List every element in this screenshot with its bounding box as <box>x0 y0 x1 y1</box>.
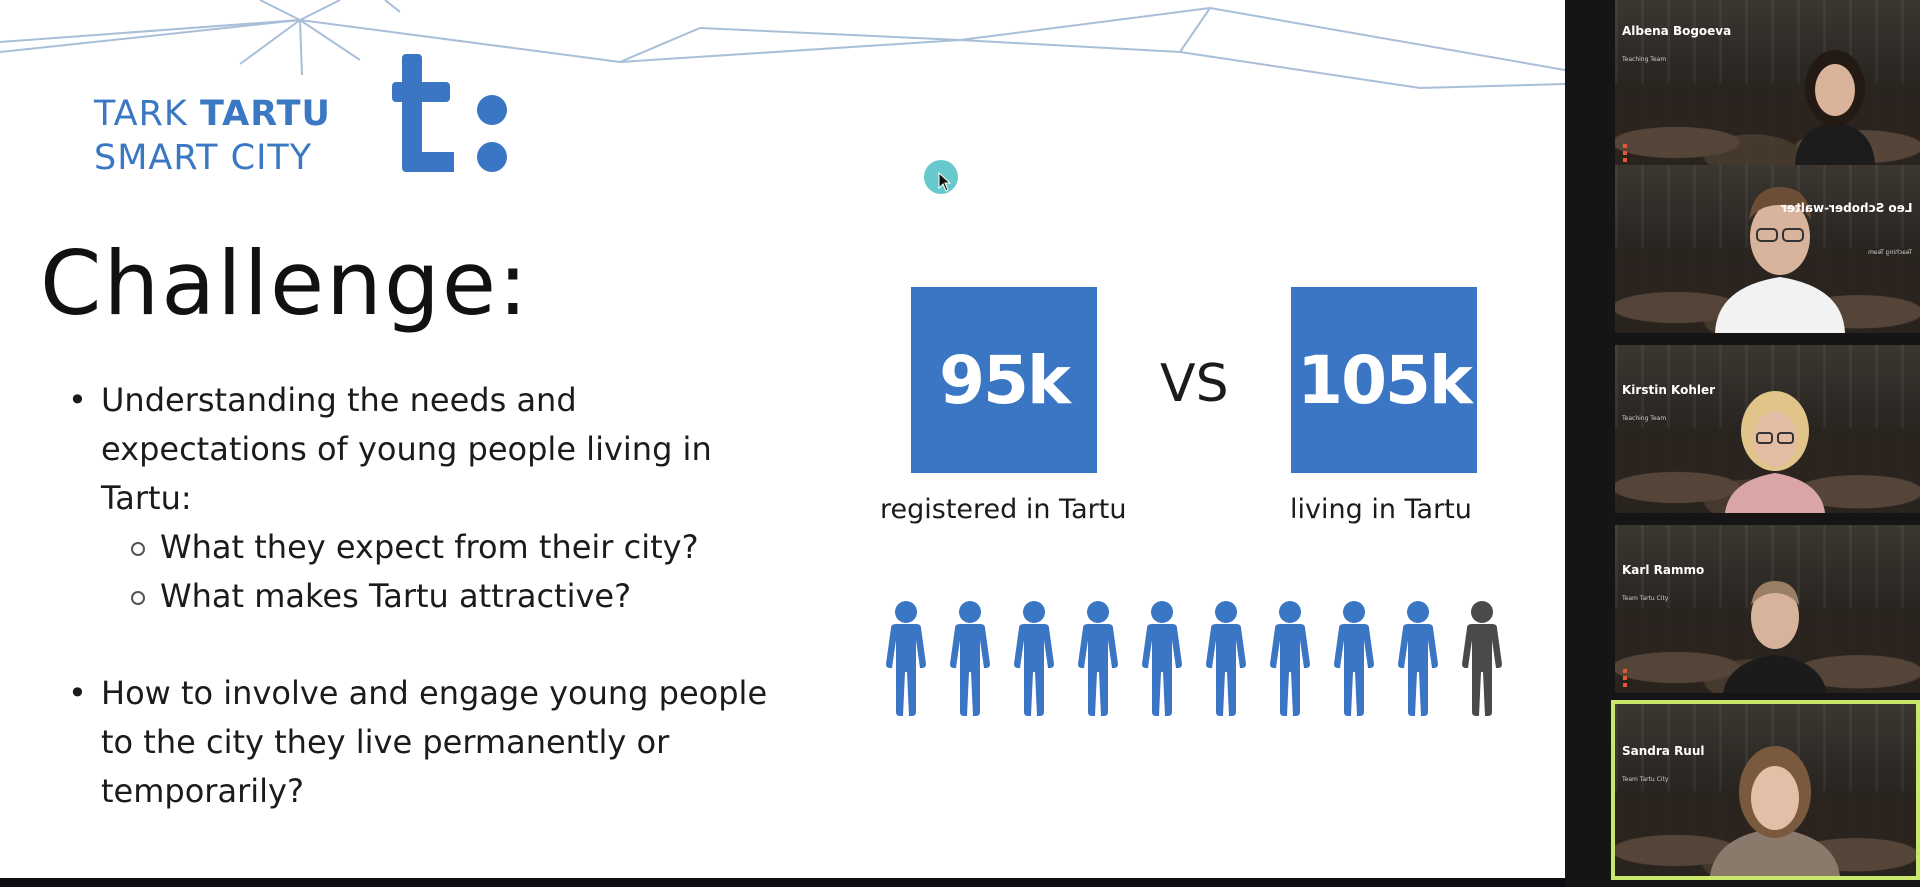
person-figure-blue-icon <box>950 601 990 716</box>
participant-tile-kirstin[interactable]: Kirstin Kohler Teaching Team <box>1615 345 1920 513</box>
participant-name: Karl Rammo <box>1622 563 1705 577</box>
bullet-involve-engage: How to involve and engage young people t… <box>68 669 768 816</box>
bullet-list-engage: How to involve and engage young people t… <box>68 669 768 816</box>
stat-value-registered: 95k <box>939 341 1071 419</box>
audio-level-icon <box>1623 144 1627 162</box>
logo-word-tartu: TARTU <box>200 94 331 134</box>
person-figure-blue-icon <box>1398 601 1438 716</box>
participants-panel: Albena Bogoeva Teaching Team Leo Schober… <box>1565 0 1920 887</box>
person-figure-blue-icon <box>1206 601 1246 716</box>
vs-label: VS <box>1160 354 1229 414</box>
participant-video-person <box>1723 581 1827 693</box>
audio-level-icon <box>1623 669 1627 687</box>
person-figure-blue-icon <box>1142 601 1182 716</box>
presentation-slide: TARK TARTU SMART CITY Challenge: Underst… <box>0 0 1565 878</box>
stat-box-registered: 95k <box>911 287 1097 473</box>
participant-role: Teaching Team <box>1867 249 1912 256</box>
participant-name: Sandra Ruul <box>1622 744 1705 758</box>
participant-name: Albena Bogoeva <box>1622 24 1732 38</box>
tartu-t-logo-icon <box>392 54 507 172</box>
stat-box-living: 105k <box>1291 287 1477 473</box>
participant-tile-albena[interactable]: Albena Bogoeva Teaching Team <box>1615 0 1920 168</box>
participant-video-person <box>1710 746 1840 876</box>
person-figure-gray-icon <box>1462 601 1502 716</box>
participant-role: Team Tartu City <box>1622 776 1669 783</box>
person-figure-blue-icon <box>1270 601 1310 716</box>
participant-role: Team Tartu City <box>1622 595 1669 602</box>
sub-bullet-attractive: What makes Tartu attractive? <box>68 572 768 621</box>
stat-caption-registered: registered in Tartu <box>880 494 1127 525</box>
tark-tartu-logo-text: TARK TARTU SMART CITY <box>94 92 331 180</box>
participant-video-person <box>1795 50 1875 168</box>
participant-tile-sandra-active-speaker[interactable]: Sandra Ruul Team Tartu City <box>1611 700 1920 880</box>
person-figure-blue-icon <box>1014 601 1054 716</box>
participant-video-person <box>1725 391 1825 513</box>
person-figure-blue-icon <box>1078 601 1118 716</box>
participant-name: Leo Schober-walter <box>1780 201 1912 215</box>
person-figure-blue-icon <box>1334 601 1374 716</box>
people-figures-graphic <box>886 601 1502 716</box>
logo-word-tark: TARK <box>94 94 201 134</box>
stat-value-living: 105k <box>1297 341 1473 419</box>
stat-caption-living: living in Tartu <box>1290 494 1472 525</box>
slide-title: Challenge: <box>40 232 530 335</box>
sub-bullet-expect: What they expect from their city? <box>68 523 768 572</box>
participant-name: Kirstin Kohler <box>1622 383 1716 397</box>
participant-tile-leo[interactable]: Leo Schober-walter Teaching Team <box>1615 165 1920 333</box>
participant-role: Teaching Team <box>1622 56 1667 63</box>
person-figure-blue-icon <box>886 601 926 716</box>
participant-role: Teaching Team <box>1622 415 1667 422</box>
bullet-list-needs: Understanding the needs and expectations… <box>68 376 768 621</box>
logo-smart-city: SMART CITY <box>94 138 313 178</box>
mouse-pointer-icon <box>938 172 952 192</box>
slide-decoration-lines <box>0 0 1565 90</box>
participant-tile-karl[interactable]: Karl Rammo Team Tartu City <box>1615 525 1920 693</box>
window-bottom-edge <box>0 878 1565 887</box>
bullet-understanding: Understanding the needs and expectations… <box>68 376 768 523</box>
participant-video-person <box>1715 187 1845 333</box>
